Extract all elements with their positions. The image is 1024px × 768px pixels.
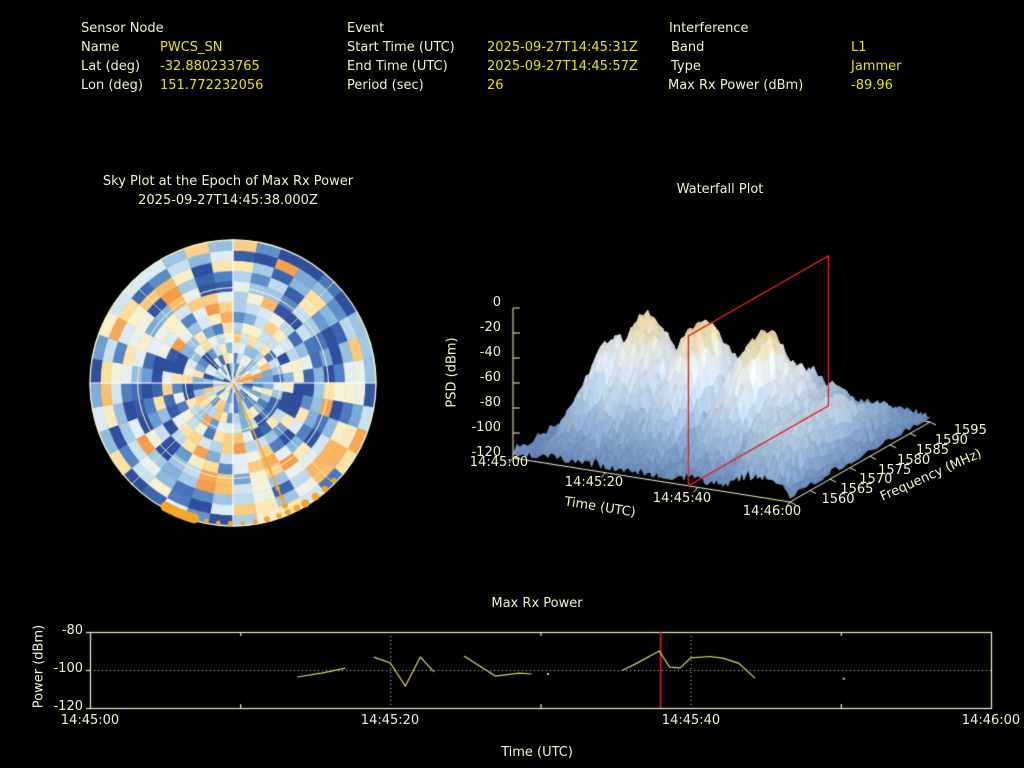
power-x-tick-label: 14:46:00 [961,713,1021,728]
sensor-node-section-title: Sensor Node [81,21,164,36]
sky-plot-canvas [80,230,390,540]
waterfall-frequency-tick-label: 1560 [821,492,855,507]
interference-band-value: L1 [851,40,867,55]
event-start-value: 2025-09-27T14:45:31Z [487,40,638,55]
power-x-tick-label: 14:45:40 [661,713,721,728]
sensor-lat-label: Lat (deg) [81,59,141,74]
sky-plot-title-line1: Sky Plot at the Epoch of Max Rx Power [102,174,354,189]
waterfall-psd-tick-label: -100 [471,420,501,435]
waterfall-psd-tick-label: -120 [471,445,501,460]
sensor-lon-value: 151.772232056 [160,78,264,93]
event-section-title: Event [347,21,385,36]
event-end-label: End Time (UTC) [347,59,448,74]
interference-maxrx-label: Max Rx Power (dBm) [668,78,804,93]
waterfall-frequency-tick-label: 1575 [878,462,912,478]
event-period-label: Period (sec) [347,78,424,93]
power-y-tick-label: -120 [53,699,83,714]
waterfall-psd-tick-label: -60 [479,370,501,385]
event-end-value: 2025-09-27T14:45:57Z [487,59,638,74]
interference-maxrx-value: -89.96 [851,78,893,93]
waterfall-frequency-tick-label: 1565 [840,482,874,498]
waterfall-psd-tick-label: 0 [492,295,501,310]
interference-type-value: Jammer [851,59,902,74]
waterfall-psd-axis-label: PSD (dBm) [444,337,460,408]
power-y-tick-label: -100 [53,661,83,676]
waterfall-frequency-tick-label: 1585 [915,443,950,458]
waterfall-canvas [430,225,1024,555]
interference-section-title: Interference [669,21,749,36]
sky-plot-title-line2: 2025-09-27T14:45:38.000Z [138,193,318,208]
waterfall-time-tick-label: 14:45:40 [652,491,712,506]
sensor-lat-value: -32.880233765 [160,59,260,74]
waterfall-frequency-tick-label: 1590 [934,433,968,449]
waterfall-time-tick-label: 14:46:00 [742,504,802,519]
power-plot-xlabel: Time (UTC) [501,745,573,760]
power-plot-canvas [20,590,1024,730]
power-x-tick-label: 14:45:20 [360,713,420,728]
waterfall-time-tick-label: 14:45:00 [469,455,529,470]
waterfall-frequency-tick-label: 1570 [859,472,893,488]
interference-band-label: Band [671,40,705,55]
waterfall-psd-tick-label: -40 [479,345,501,360]
waterfall-frequency-tick-label: 1580 [897,452,931,468]
sensor-name-label: Name [81,40,120,55]
waterfall-frequency-tick-label: 1595 [953,423,987,439]
sky-plot-title: Sky Plot at the Epoch of Max Rx Power 20… [68,172,388,210]
event-start-label: Start Time (UTC) [347,40,455,55]
power-y-tick-label: -80 [61,623,83,638]
power-x-tick-label: 14:45:00 [60,713,120,728]
waterfall-time-tick-label: 14:45:20 [564,475,624,490]
waterfall-title: Waterfall Plot [676,182,764,197]
waterfall-psd-tick-label: -20 [479,320,501,335]
sensor-name-value: PWCS_SN [160,40,223,55]
sensor-lon-label: Lon (deg) [81,78,143,93]
event-period-value: 26 [487,78,504,93]
power-plot-ylabel: Power (dBm) [31,624,47,709]
waterfall-psd-tick-label: -80 [479,395,501,410]
interference-type-label: Type [671,59,701,74]
